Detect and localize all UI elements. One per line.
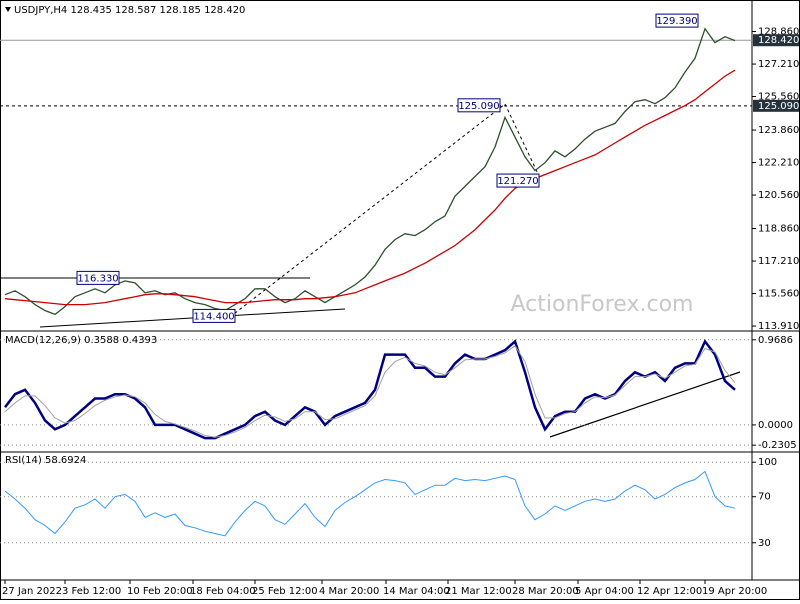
panel-title: RSI(14) 58.6924	[5, 455, 86, 466]
y-tick-label: -0.2305	[758, 440, 797, 451]
y-tick-label: 30	[758, 538, 771, 549]
y-tick-label: 118.860	[758, 224, 799, 235]
panel-title: USDJPY,H4 128.435 128.587 128.185 128.42…	[14, 5, 245, 16]
y-tick-label: 125.560	[758, 92, 799, 103]
y-tick-label: 128.860	[758, 27, 799, 38]
x-tick-label: 12 Apr 12:00	[637, 586, 702, 597]
y-tick-label: 127.210	[758, 59, 799, 70]
series-line	[4, 27, 736, 316]
annotation-label: 116.330	[77, 273, 118, 284]
y-tick-label: 0.0000	[758, 420, 793, 431]
x-tick-label: 10 Feb 20:00	[127, 586, 193, 597]
x-tick-label: 28 Mar 20:00	[512, 586, 579, 597]
y-tick-label: 113.910	[758, 321, 799, 332]
trend-line	[229, 103, 506, 318]
x-tick-label: 4 Mar 20:00	[319, 586, 379, 597]
annotation-box	[192, 308, 236, 323]
series-line	[4, 69, 736, 306]
trend-line	[504, 103, 541, 179]
series-line	[4, 470, 736, 537]
level-label: 125.090	[758, 101, 799, 112]
y-tick-label: 70	[758, 492, 771, 503]
annotation-box	[76, 270, 120, 285]
y-tick-label: 117.210	[758, 256, 799, 267]
macd-trend-line	[549, 371, 741, 438]
x-tick-label: 3 Feb 12:00	[62, 586, 121, 597]
watermark: ActionForex.com	[511, 292, 694, 317]
y-tick-label: 115.560	[758, 289, 799, 300]
x-tick-label: 27 Jan 2022	[2, 586, 62, 597]
panel-title: MACD(12,26,9) 0.3588 0.4393	[5, 335, 157, 346]
annotation-box	[655, 13, 699, 28]
x-tick-label: 21 Mar 12:00	[445, 586, 512, 597]
level-label: 128.420	[758, 35, 799, 46]
y-tick-label: 123.860	[758, 125, 799, 136]
y-tick-label: 122.210	[758, 158, 799, 169]
x-tick-label: 5 Apr 04:00	[575, 586, 634, 597]
annotation-label: 129.390	[656, 16, 697, 27]
series-line	[4, 345, 736, 438]
y-tick-label: 100	[758, 457, 777, 468]
x-tick-label: 25 Feb 12:00	[252, 586, 318, 597]
annotation-box	[457, 98, 501, 113]
annotation-label: 114.400	[193, 311, 234, 322]
annotation-label: 125.090	[458, 101, 499, 112]
menu-triangle	[5, 7, 11, 12]
level-label-box	[753, 99, 799, 112]
annotation-box	[496, 173, 540, 188]
annotation-label: 121.270	[497, 176, 538, 187]
x-tick-label: 14 Mar 04:00	[383, 586, 450, 597]
x-tick-label: 19 Apr 20:00	[702, 586, 767, 597]
x-tick-label: 18 Feb 04:00	[190, 586, 256, 597]
level-label-box	[753, 34, 799, 47]
y-tick-label: 120.560	[758, 190, 799, 201]
y-tick-label: 0.9686	[758, 335, 793, 346]
